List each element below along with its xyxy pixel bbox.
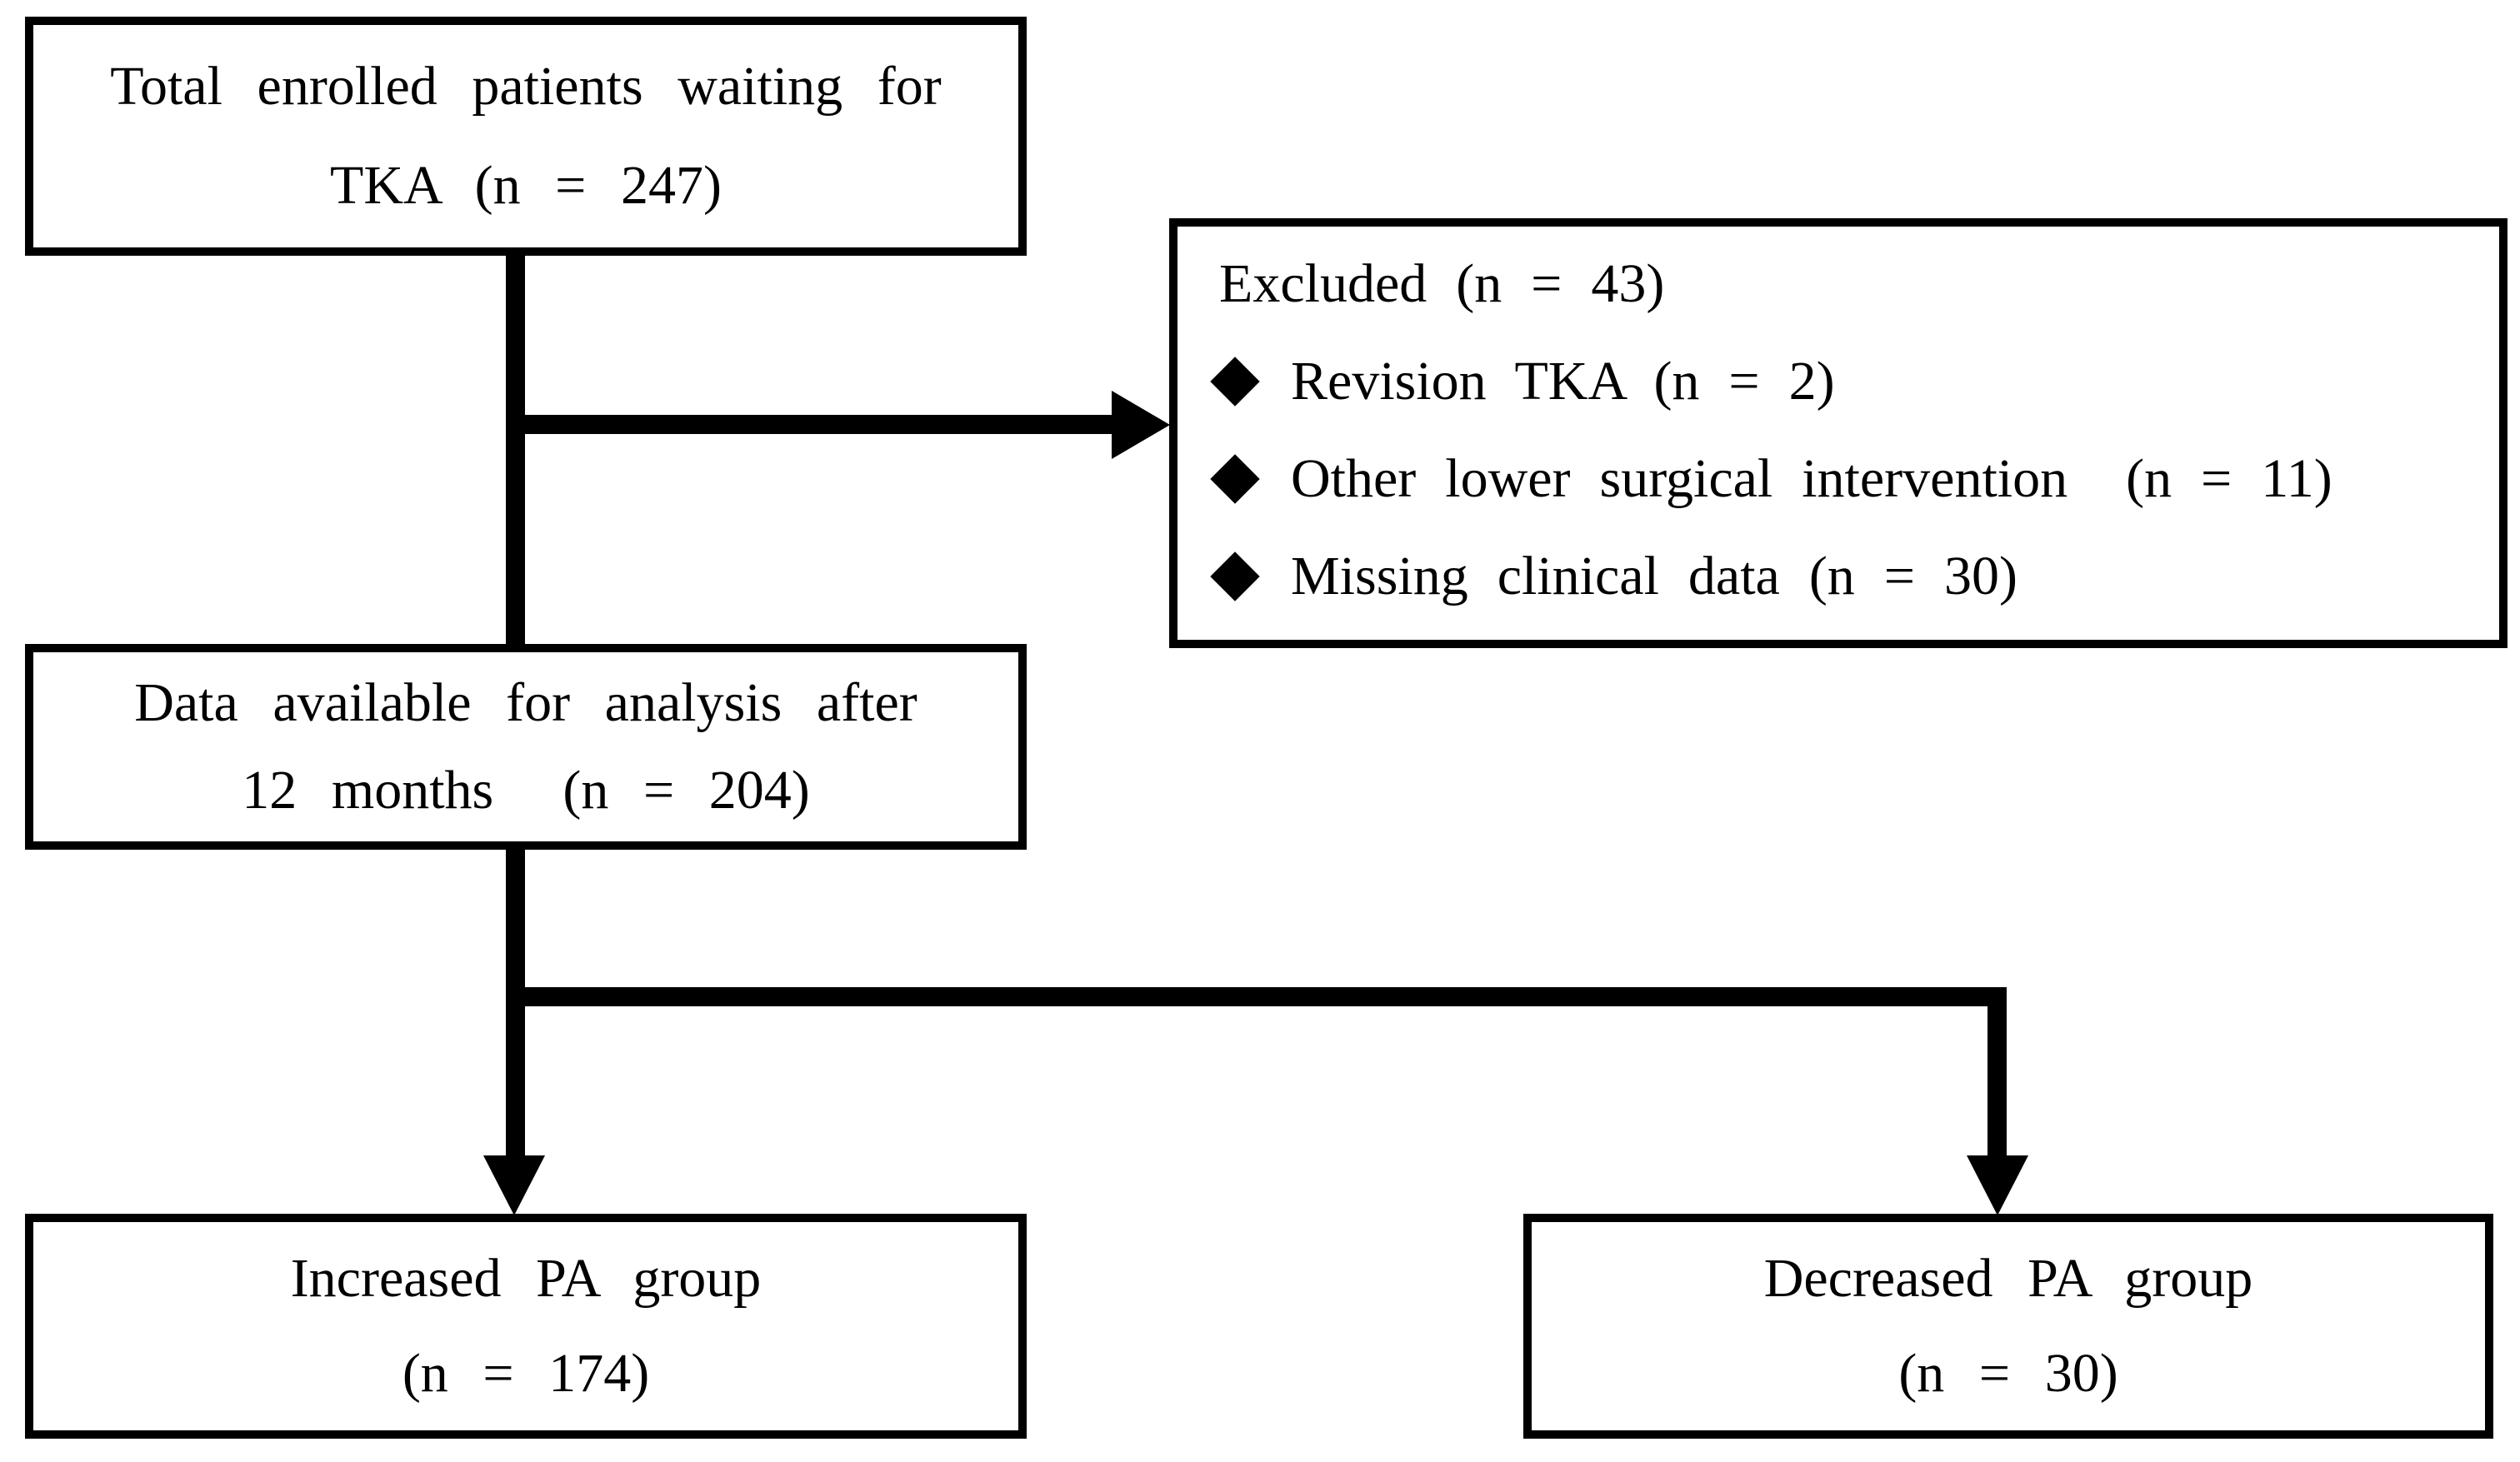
diamond-icon [1210, 551, 1260, 601]
connector-branch-horizontal [506, 987, 2007, 1006]
data-available-line-1: Data available for analysis after [134, 671, 918, 733]
excluded-item-row: Missing clinical data (n = 30) [1208, 527, 2488, 625]
excluded-item-row: Revision TKA (n = 2) [1208, 332, 2488, 430]
arrowhead-down-icon [483, 1155, 545, 1215]
connector-branch-to-decreased [1988, 987, 2007, 1162]
total-enrolled-line-2: TKA (n = 247) [330, 155, 722, 216]
total-enrolled-line-1: Total enrolled patients waiting for [110, 56, 942, 117]
increased-pa-line-2: (n = 174) [402, 1342, 650, 1404]
excluded-item-label: Other lower surgical intervention (n = 1… [1291, 447, 2332, 509]
excluded-title-row: Excluded (n = 43) [1208, 235, 2488, 332]
diamond-icon [1210, 453, 1260, 504]
increased-pa-line-1: Increased PA group [290, 1248, 762, 1310]
excluded-item-row: Other lower surgical intervention (n = 1… [1208, 430, 2488, 527]
decreased-pa-line-2: (n = 30) [1898, 1342, 2118, 1404]
box-total-enrolled: Total enrolled patients waiting for TKA … [25, 17, 1027, 256]
connector-exclusion-line [515, 415, 1112, 434]
data-available-line-2: 12 months (n = 204) [242, 760, 810, 821]
decreased-pa-line-1: Decreased PA group [1763, 1248, 2253, 1310]
diamond-icon [1210, 356, 1260, 407]
excluded-item-label: Missing clinical data (n = 30) [1291, 545, 2018, 606]
arrowhead-right-icon [1112, 391, 1170, 459]
box-increased-pa-group: Increased PA group (n = 174) [25, 1214, 1027, 1439]
excluded-item-label: Revision TKA (n = 2) [1291, 350, 1835, 412]
box-data-available: Data available for analysis after 12 mon… [25, 644, 1027, 850]
arrowhead-down-icon [1967, 1155, 2028, 1215]
connector-enrolled-to-available [506, 250, 525, 644]
box-excluded: Excluded (n = 43) Revision TKA (n = 2) O… [1169, 218, 2508, 648]
excluded-title: Excluded (n = 43) [1219, 252, 1665, 314]
box-decreased-pa-group: Decreased PA group (n = 30) [1523, 1214, 2493, 1439]
